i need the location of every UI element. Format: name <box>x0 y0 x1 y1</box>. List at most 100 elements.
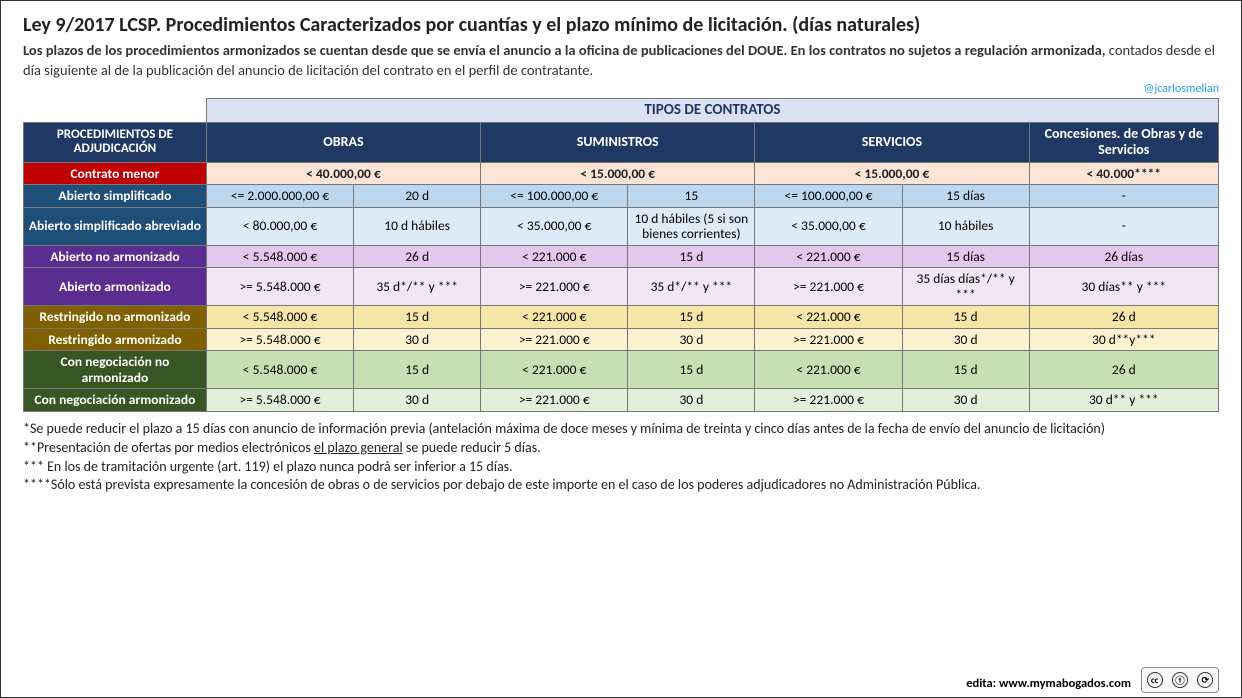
cell: 30 d <box>628 389 755 412</box>
cell: >= 5.548.000 € <box>206 268 353 306</box>
row-negociacion-armonizado: Con negociación armonizado >= 5.548.000 … <box>24 389 1219 412</box>
cell: 15 d <box>628 351 755 389</box>
cell: - <box>1029 185 1218 208</box>
cell: < 221.000 € <box>481 351 628 389</box>
header-row-2: PROCEDIMIENTOS DE ADJUDICACIÓN OBRAS SUM… <box>24 123 1219 162</box>
credit-text: edita: www.mymabogados.com <box>966 676 1131 691</box>
header-suministros: SUMINISTROS <box>481 123 755 162</box>
cell: 30 días** y *** <box>1029 268 1218 306</box>
cell: 15 d <box>354 351 481 389</box>
label-simp-abrev: Abierto simplificado abreviado <box>24 207 207 245</box>
cell: <= 2.000.000,00 € <box>206 185 353 208</box>
cell: - <box>1029 207 1218 245</box>
cell: 26 días <box>1029 245 1218 268</box>
cell: 10 d hábiles (5 si son bienes corrientes… <box>628 207 755 245</box>
cell: 30 d**y*** <box>1029 328 1218 351</box>
cell: < 40.000,00 € <box>206 162 480 185</box>
cell: 30 d <box>902 328 1029 351</box>
cell: 15 días <box>902 185 1029 208</box>
subtitle: Los plazos de los procedimientos armoniz… <box>23 41 1219 80</box>
cell: >= 221.000 € <box>755 328 902 351</box>
label-rest-arm: Restringido armonizado <box>24 328 207 351</box>
cell: < 5.548.000 € <box>206 351 353 389</box>
cell: 26 d <box>1029 306 1218 329</box>
cell: < 221.000 € <box>755 245 902 268</box>
cell: >= 221.000 € <box>481 389 628 412</box>
cell: < 5.548.000 € <box>206 306 353 329</box>
label-rest-no-arm: Restringido no armonizado <box>24 306 207 329</box>
cell: 26 d <box>1029 351 1218 389</box>
cell: >= 5.548.000 € <box>206 389 353 412</box>
cell: >= 221.000 € <box>481 268 628 306</box>
cell: <= 100.000,00 € <box>481 185 628 208</box>
header-servicios: SERVICIOS <box>755 123 1029 162</box>
cell: 35 d*/** y *** <box>628 268 755 306</box>
cell: 30 d <box>628 328 755 351</box>
cell: 15 d <box>902 351 1029 389</box>
cell: 15 d <box>628 306 755 329</box>
cell: < 80.000,00 € <box>206 207 353 245</box>
cell: 15 d <box>902 306 1029 329</box>
cell: >= 5.548.000 € <box>206 328 353 351</box>
row-restringido-no-armonizado: Restringido no armonizado < 5.548.000 € … <box>24 306 1219 329</box>
footnote-2u: el plazo general <box>314 439 403 456</box>
footnote-2b: se puede reducir 5 días. <box>403 439 541 456</box>
row-abierto-no-armonizado: Abierto no armonizado < 5.548.000 € 26 d… <box>24 245 1219 268</box>
cell: 15 días <box>902 245 1029 268</box>
cell: <= 100.000,00 € <box>755 185 902 208</box>
cell: < 40.000**** <box>1029 162 1218 185</box>
cell: 35 d*/** y *** <box>354 268 481 306</box>
header-obras: OBRAS <box>206 123 480 162</box>
footnote-2a: **Presentación de ofertas por medios ele… <box>23 439 314 456</box>
cell: >= 221.000 € <box>481 328 628 351</box>
header-row-1: TIPOS DE CONTRATOS <box>24 99 1219 123</box>
footnote-1: *Se puede reducir el plazo a 15 días con… <box>23 420 1219 439</box>
cell: 10 hábiles <box>902 207 1029 245</box>
procedures-table: TIPOS DE CONTRATOS PROCEDIMIENTOS DE ADJ… <box>23 98 1219 412</box>
cell: < 5.548.000 € <box>206 245 353 268</box>
cell: < 221.000 € <box>755 351 902 389</box>
cell: 15 d <box>354 306 481 329</box>
label-menor: Contrato menor <box>24 162 207 185</box>
label-ab-arm: Abierto armonizado <box>24 268 207 306</box>
header-proc: PROCEDIMIENTOS DE ADJUDICACIÓN <box>24 123 207 162</box>
cc-cc-icon: cc <box>1147 672 1163 688</box>
cell: 10 d hábiles <box>354 207 481 245</box>
cell: 15 <box>628 185 755 208</box>
row-abierto-simplificado: Abierto simplificado <= 2.000.000,00 € 2… <box>24 185 1219 208</box>
cell: >= 221.000 € <box>755 268 902 306</box>
cell: 30 d <box>354 389 481 412</box>
row-abierto-armonizado: Abierto armonizado >= 5.548.000 € 35 d*/… <box>24 268 1219 306</box>
footnote-3: *** En los de tramitación urgente (art. … <box>23 458 1219 477</box>
cell: 15 d <box>628 245 755 268</box>
cell: < 35.000,00 € <box>755 207 902 245</box>
label-ab-no-arm: Abierto no armonizado <box>24 245 207 268</box>
cell: 26 d <box>354 245 481 268</box>
footnotes: *Se puede reducir el plazo a 15 días con… <box>23 420 1219 496</box>
header-concesiones: Concesiones. de Obras y de Servicios <box>1029 123 1218 162</box>
cell: 35 días días*/** y *** <box>902 268 1029 306</box>
cc-by-icon: ① <box>1172 672 1188 688</box>
row-negociacion-no-armonizado: Con negociación no armonizado < 5.548.00… <box>24 351 1219 389</box>
cc-sa-icon: ⟳ <box>1197 672 1213 688</box>
cell: 20 d <box>354 185 481 208</box>
row-abierto-simplificado-abreviado: Abierto simplificado abreviado < 80.000,… <box>24 207 1219 245</box>
header-tipos: TIPOS DE CONTRATOS <box>206 99 1218 123</box>
cell: < 35.000,00 € <box>481 207 628 245</box>
row-contrato-menor: Contrato menor < 40.000,00 € < 15.000,00… <box>24 162 1219 185</box>
footnote-2: **Presentación de ofertas por medios ele… <box>23 439 1219 458</box>
cell: 30 d <box>354 328 481 351</box>
empty-corner <box>24 99 207 123</box>
cell: 30 d** y *** <box>1029 389 1218 412</box>
subtitle-bold: Los plazos de los procedimientos armoniz… <box>23 41 1106 59</box>
cell: >= 221.000 € <box>755 389 902 412</box>
label-simp: Abierto simplificado <box>24 185 207 208</box>
label-neg-no-arm: Con negociación no armonizado <box>24 351 207 389</box>
page-title: Ley 9/2017 LCSP. Procedimientos Caracter… <box>23 13 1219 37</box>
label-neg-arm: Con negociación armonizado <box>24 389 207 412</box>
cell: < 221.000 € <box>481 245 628 268</box>
cell: < 15.000,00 € <box>755 162 1029 185</box>
row-restringido-armonizado: Restringido armonizado >= 5.548.000 € 30… <box>24 328 1219 351</box>
cell: < 15.000,00 € <box>481 162 755 185</box>
twitter-handle: @jcarlosmelian <box>23 82 1219 96</box>
